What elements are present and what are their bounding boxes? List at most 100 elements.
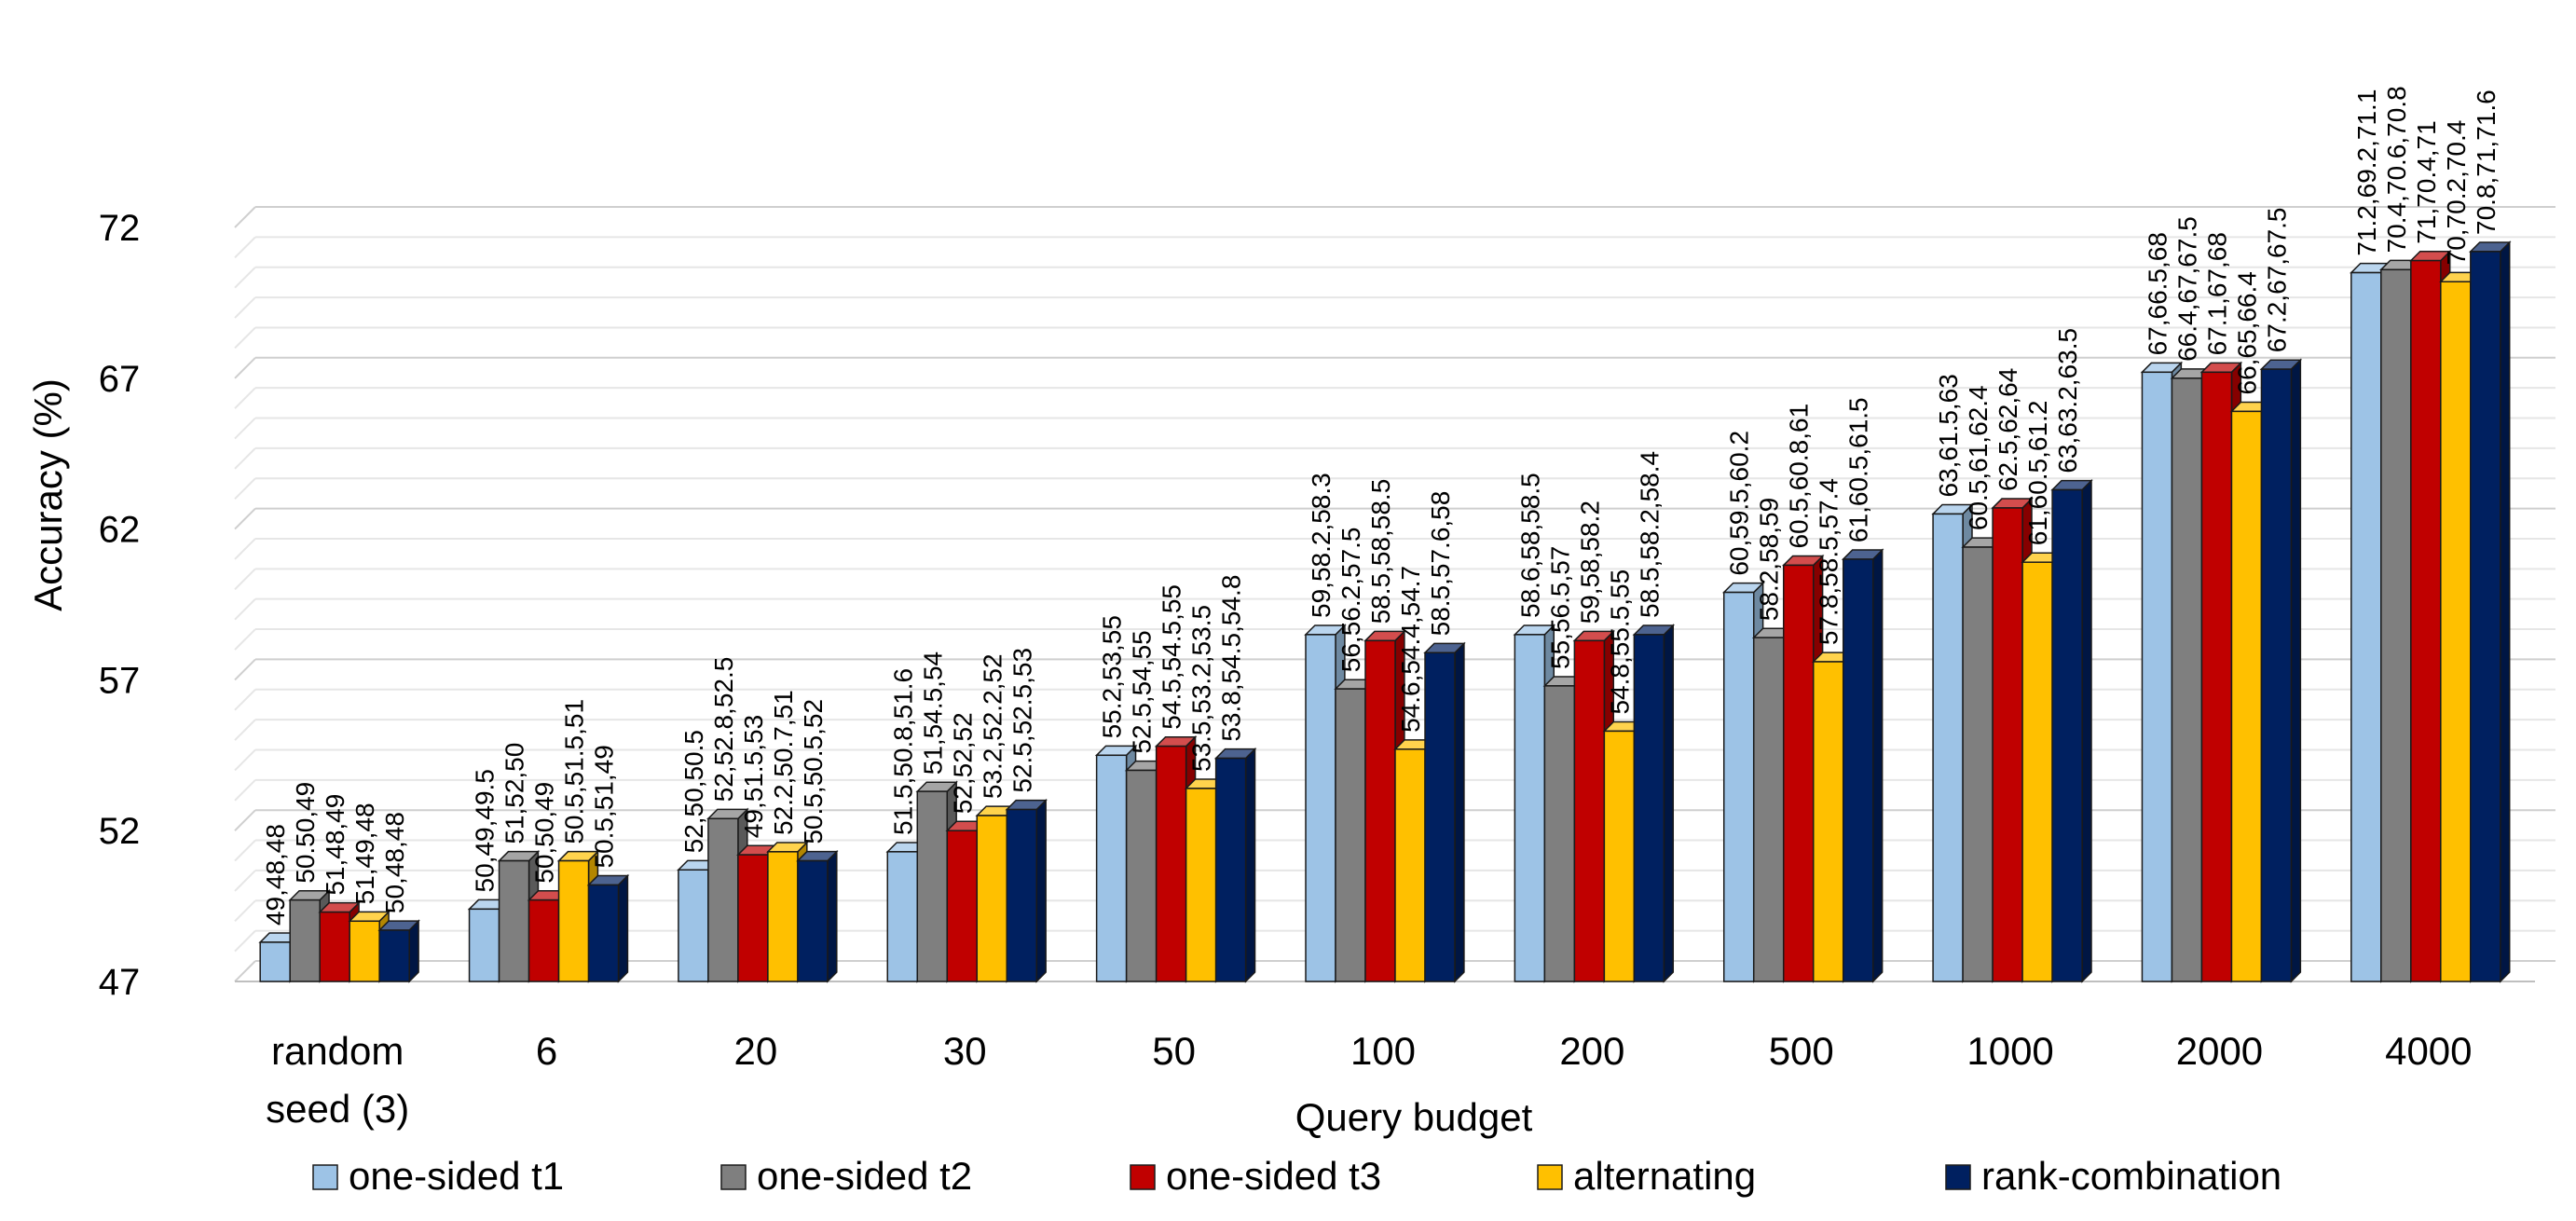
legend-label: rank-combination	[1981, 1154, 2281, 1198]
x-tick-label: 50	[1152, 1029, 1196, 1073]
bar	[2259, 358, 2303, 983]
bar	[2469, 240, 2512, 983]
data-label: 56,56.2,57.5	[1336, 528, 1365, 673]
legend-label: one-sided t2	[757, 1154, 972, 1198]
data-label: 55,56.5,57	[1545, 546, 1574, 669]
bar-front	[319, 911, 350, 982]
bar-side	[617, 873, 629, 983]
bar-front	[2350, 271, 2382, 982]
data-label: 57.8,58.5,57.4	[1815, 478, 1843, 645]
x-tick-label: 4000	[2385, 1029, 2472, 1073]
legend-item: rank-combination	[1945, 1154, 2281, 1198]
bar-front	[2051, 488, 2083, 982]
y-axis-title: Accuracy (%)	[26, 378, 70, 611]
gridline-depth	[234, 507, 256, 530]
data-label: 71,70.4,71	[2412, 120, 2441, 243]
bar-front	[468, 908, 500, 982]
bar-front	[1842, 558, 1874, 982]
data-label: 70.4,70.6,70.8	[2382, 86, 2411, 253]
x-tick-label: 500	[1769, 1029, 1834, 1073]
y-tick-label: 72	[99, 208, 141, 249]
x-tick-label: random	[271, 1029, 404, 1073]
legend-swatch	[1130, 1164, 1156, 1190]
gridline-depth	[234, 477, 256, 500]
data-label: 70,70.2,70.4	[2442, 120, 2471, 266]
y-tick-label: 62	[99, 510, 141, 551]
x-tick-label: 6	[536, 1029, 557, 1073]
bar-front	[587, 884, 620, 982]
bar-front	[1992, 507, 2023, 982]
gridline-depth	[234, 929, 256, 953]
data-label: 53.2,52.2,52	[978, 653, 1007, 799]
x-tick-label: seed (3)	[266, 1087, 409, 1131]
gridline-depth	[234, 960, 256, 982]
legend-item: one-sided t1	[312, 1154, 564, 1198]
gridline-depth	[234, 719, 256, 741]
data-label: 60.5,61,62.4	[1964, 385, 1993, 530]
bar	[377, 919, 420, 983]
bar-front	[2141, 371, 2173, 982]
gridline-depth	[234, 387, 256, 409]
bar-side	[1663, 624, 1675, 983]
bar-front	[2260, 368, 2293, 982]
x-tick-label: 1000	[1966, 1029, 2053, 1073]
bar-side	[827, 849, 838, 983]
bar-front	[886, 851, 919, 982]
data-label: 54.5,54.5,55	[1158, 584, 1186, 730]
bar-front	[349, 920, 380, 982]
gridline-depth	[234, 267, 256, 289]
bar	[1841, 548, 1884, 983]
bar-front	[737, 854, 769, 982]
bar	[766, 841, 809, 983]
legend-swatch	[312, 1164, 338, 1190]
bar	[1213, 747, 1257, 983]
data-label: 60.5,60.8,61	[1785, 404, 1814, 549]
bar-front	[1335, 688, 1366, 982]
bar-front	[1603, 730, 1636, 982]
data-label: 52.2,50.7,51	[769, 690, 798, 835]
data-label: 49,51.5,53	[739, 715, 768, 838]
data-label: 50.5,51,49	[590, 745, 619, 868]
x-tick-label: 100	[1350, 1029, 1416, 1073]
data-label: 55.2,53,55	[1098, 615, 1127, 738]
bar	[1393, 738, 1436, 983]
bar-front	[378, 929, 410, 982]
bar-side	[408, 919, 419, 983]
bar	[796, 849, 839, 983]
data-label: 50,50,49	[530, 782, 559, 884]
data-label: 67.1,67,68	[2202, 232, 2231, 355]
data-label: 49,48,48	[261, 824, 290, 926]
bar-front	[2021, 561, 2053, 982]
bar-front	[1125, 769, 1158, 982]
legend-item: one-sided t3	[1130, 1154, 1381, 1198]
bar-side	[2500, 240, 2511, 983]
bar-front	[2410, 259, 2442, 982]
legend-swatch	[1537, 1164, 1563, 1190]
bar-front	[678, 869, 709, 982]
data-label: 51,52,50	[500, 743, 529, 844]
gridline-depth	[234, 628, 256, 651]
data-label: 63,61.5,63	[1934, 374, 1963, 497]
x-tick-label: 30	[943, 1029, 987, 1073]
legend-label: one-sided t3	[1166, 1154, 1381, 1198]
data-label: 50.5,51.5,51	[560, 699, 589, 844]
data-label: 58.2,58,59	[1755, 498, 1784, 621]
bar-side	[1035, 798, 1047, 983]
bar	[1005, 798, 1048, 983]
bar-front	[1155, 745, 1187, 982]
bar	[1632, 624, 1676, 983]
gridline-depth	[234, 296, 256, 319]
gridline-depth	[234, 839, 256, 862]
bar-front	[916, 790, 949, 982]
gridline-depth	[234, 658, 256, 681]
y-tick-label: 52	[99, 811, 141, 852]
data-label: 58.5,58,58.5	[1366, 479, 1395, 624]
bar	[2050, 478, 2093, 983]
gridline-depth	[234, 236, 256, 259]
x-axis-title: Query budget	[1295, 1095, 1533, 1139]
gridline-depth	[234, 417, 256, 440]
bar-side	[1871, 548, 1884, 983]
bar-front	[1095, 754, 1128, 982]
data-label: 52.5,52.5,53	[1007, 648, 1036, 793]
